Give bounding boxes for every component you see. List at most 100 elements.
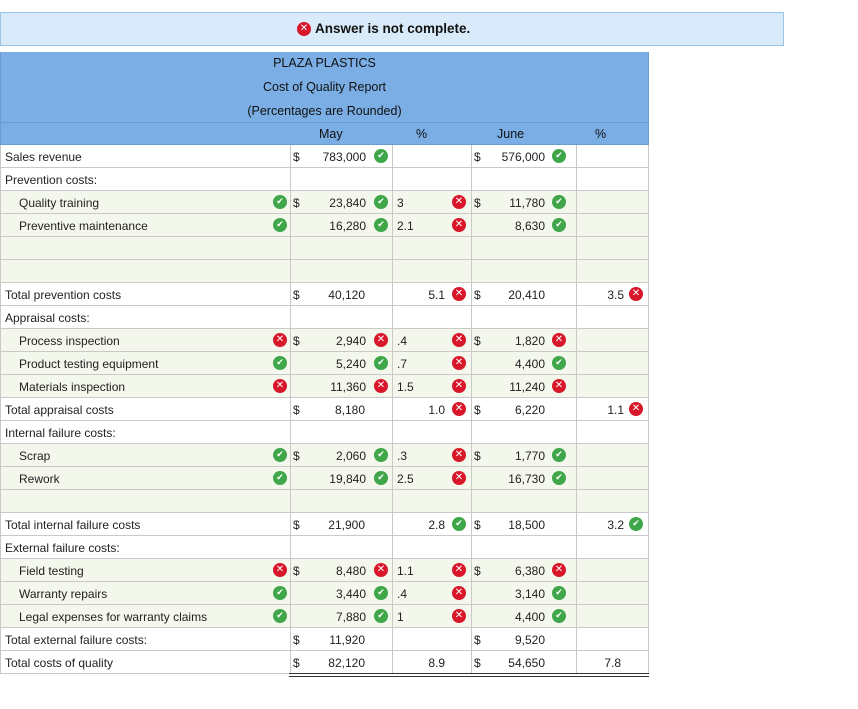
- column-divider: [392, 283, 393, 305]
- may-amount[interactable]: 11,360: [330, 380, 366, 394]
- may-amount[interactable]: 7,880: [335, 610, 366, 624]
- may-percent-total[interactable]: 2.8: [428, 518, 445, 532]
- may-amount[interactable]: 82,120: [328, 656, 365, 670]
- column-divider: [392, 444, 393, 466]
- column-divider: [290, 444, 291, 466]
- may-percent-total[interactable]: 1.0: [428, 403, 445, 417]
- june-percent[interactable]: 3.2: [607, 518, 624, 532]
- june-amount[interactable]: 54,650: [508, 656, 545, 670]
- currency-symbol: $: [293, 656, 300, 670]
- correct-icon: ✔: [552, 356, 566, 370]
- column-divider: [392, 559, 393, 581]
- june-percent[interactable]: 3.5: [607, 288, 624, 302]
- correct-icon: ✔: [374, 471, 388, 485]
- incorrect-icon: ✕: [374, 379, 388, 393]
- correct-icon: ✔: [552, 471, 566, 485]
- june-amount[interactable]: 6,380: [514, 564, 545, 578]
- column-divider: [290, 467, 291, 489]
- may-amount[interactable]: 23,840: [329, 196, 366, 210]
- june-amount[interactable]: 20,410: [508, 288, 545, 302]
- col-pct-june: %: [595, 127, 607, 141]
- june-amount[interactable]: 4,400: [514, 357, 545, 371]
- june-amount[interactable]: 11,240: [509, 380, 545, 394]
- column-divider: [471, 375, 472, 397]
- may-amount[interactable]: 8,180: [334, 403, 365, 417]
- may-percent[interactable]: .3: [397, 449, 408, 463]
- june-amount[interactable]: 1,820: [514, 334, 545, 348]
- incorrect-icon: ✕: [452, 402, 466, 416]
- column-divider: [392, 214, 393, 236]
- june-amount[interactable]: 3,140: [514, 587, 545, 601]
- row-label: Internal failure costs:: [5, 426, 116, 440]
- may-amount[interactable]: 16,280: [329, 219, 366, 233]
- incorrect-icon: ✕: [374, 563, 388, 577]
- currency-symbol: $: [474, 288, 481, 302]
- june-amount[interactable]: 1,770: [514, 449, 545, 463]
- may-percent-total[interactable]: 8.9: [428, 656, 445, 670]
- may-percent[interactable]: 3: [397, 196, 404, 210]
- incorrect-icon: ✕: [452, 333, 466, 347]
- may-percent[interactable]: 1.1: [397, 564, 414, 578]
- row-label: Preventive maintenance: [19, 219, 148, 233]
- table-row: Legal expenses for warranty claims ✔ 7,880…: [0, 605, 649, 628]
- correct-icon: ✔: [374, 195, 388, 209]
- table-row: Process inspection ✕ $ $2,940 ✕ .4 ✕ 1,820 ✕: [0, 329, 649, 352]
- correct-icon: ✔: [374, 609, 388, 623]
- june-percent[interactable]: 7.8: [604, 656, 621, 670]
- column-divider: [392, 513, 393, 535]
- may-percent-total[interactable]: 5.1: [428, 288, 445, 302]
- june-amount[interactable]: 8,630: [514, 219, 545, 233]
- june-amount[interactable]: 6,220: [514, 403, 545, 417]
- total-underline: [391, 673, 470, 674]
- may-percent[interactable]: 1.5: [397, 380, 414, 394]
- correct-icon: ✔: [273, 609, 287, 623]
- may-percent[interactable]: 1: [397, 610, 404, 624]
- correct-icon: ✔: [552, 218, 566, 232]
- total-underline: [470, 676, 575, 677]
- may-amount[interactable]: 2,060: [335, 449, 366, 463]
- june-amount[interactable]: 4,400: [514, 610, 545, 624]
- row-label: Materials inspection: [19, 380, 126, 394]
- incorrect-icon: ✕: [273, 333, 287, 347]
- column-divider: [576, 145, 577, 167]
- column-divider: [290, 191, 291, 213]
- june-amount[interactable]: 9,520: [514, 633, 545, 647]
- column-divider: [392, 329, 393, 351]
- incorrect-icon: ✕: [452, 586, 466, 600]
- column-divider: [392, 421, 393, 443]
- column-divider: [471, 168, 472, 190]
- may-amount[interactable]: 3,440: [335, 587, 366, 601]
- currency-symbol: $: [474, 403, 481, 417]
- may-amount[interactable]: 5,240: [335, 357, 366, 371]
- column-divider: [290, 214, 291, 236]
- currency-symbol: $: [474, 150, 481, 164]
- may-percent[interactable]: .4: [397, 334, 408, 348]
- column-divider: [471, 145, 472, 167]
- column-divider: [471, 444, 472, 466]
- june-amount[interactable]: 16,730: [508, 472, 545, 486]
- may-percent[interactable]: 2.1: [397, 219, 414, 233]
- june-amount[interactable]: 18,500: [508, 518, 545, 532]
- may-amount[interactable]: 2,940: [335, 334, 366, 348]
- column-divider: [290, 260, 291, 282]
- may-percent[interactable]: .4: [397, 587, 408, 601]
- june-percent[interactable]: 1.1: [607, 403, 624, 417]
- row-label: Process inspection: [19, 334, 120, 348]
- may-percent[interactable]: .7: [397, 357, 408, 371]
- may-amount[interactable]: 783,000: [322, 150, 366, 164]
- column-divider: [471, 283, 472, 305]
- may-amount[interactable]: 40,120: [328, 288, 365, 302]
- may-amount[interactable]: 8,480: [335, 564, 366, 578]
- may-amount[interactable]: 21,900: [328, 518, 365, 532]
- error-icon: ✕: [297, 21, 311, 36]
- may-amount[interactable]: 11,920: [329, 633, 365, 647]
- table-row: [0, 237, 649, 260]
- incorrect-icon: ✕: [452, 609, 466, 623]
- correct-icon: ✔: [374, 218, 388, 232]
- may-percent[interactable]: 2.5: [397, 472, 414, 486]
- column-divider: [576, 237, 577, 259]
- incorrect-icon: ✕: [552, 379, 566, 393]
- june-amount[interactable]: 11,780: [509, 196, 545, 210]
- may-amount[interactable]: 19,840: [329, 472, 366, 486]
- june-amount[interactable]: 576,000: [501, 150, 545, 164]
